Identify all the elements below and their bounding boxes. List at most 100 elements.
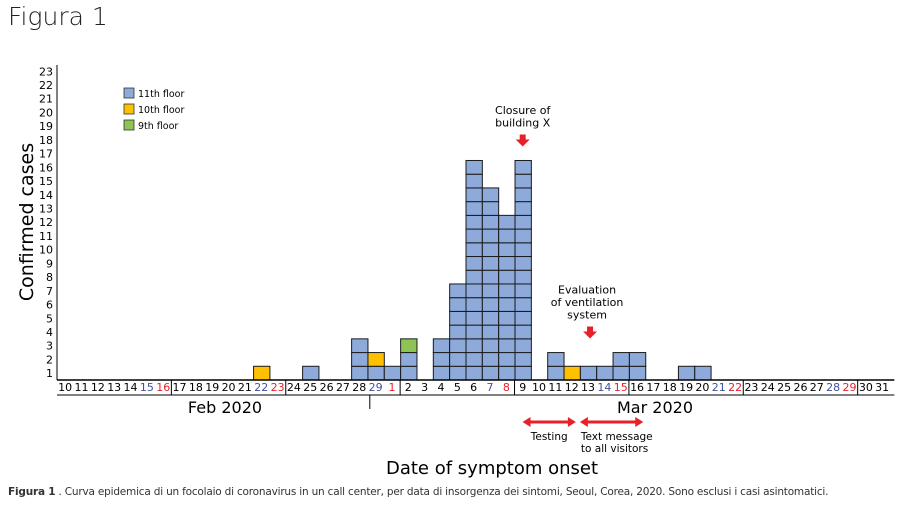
case-square	[498, 338, 516, 354]
case-square	[481, 324, 500, 340]
x-tick-label: 21	[238, 381, 252, 394]
case-square	[481, 283, 500, 299]
case-square	[465, 365, 483, 381]
x-tick-label: 22	[254, 381, 268, 394]
legend-swatch	[123, 103, 135, 115]
case-square	[514, 365, 532, 381]
case-square	[498, 283, 516, 299]
case-square	[694, 365, 712, 381]
case-square	[481, 365, 500, 381]
y-tick-label: 14	[39, 189, 53, 202]
case-square	[514, 324, 532, 340]
case-square	[481, 310, 500, 326]
x-tick-label: 25	[777, 381, 791, 394]
caption-label: Figura 1	[8, 486, 56, 498]
case-square	[514, 187, 532, 203]
y-tick-label: 21	[39, 93, 53, 106]
case-square	[432, 352, 451, 367]
legend-label: 9th floor	[138, 121, 178, 132]
annotation-text: to all visitors	[581, 443, 648, 455]
caption-text: . Curva epidemica di un focolaio di coro…	[55, 486, 829, 498]
case-square	[514, 310, 532, 326]
arrow-head-right-icon	[635, 417, 644, 427]
y-tick-label: 11	[39, 230, 53, 243]
case-square	[514, 214, 532, 230]
case-square	[498, 242, 516, 258]
case-square	[367, 365, 385, 381]
x-tick-label: 26	[320, 381, 334, 394]
x-tick-label: 27	[336, 381, 350, 394]
x-tick-label: 14	[597, 381, 611, 394]
y-tick-label: 5	[46, 312, 53, 325]
case-square	[481, 256, 500, 271]
case-square	[481, 228, 500, 244]
x-tick-label: 18	[663, 381, 677, 394]
case-square	[449, 310, 467, 326]
case-square	[481, 242, 500, 258]
case-square	[400, 352, 418, 367]
y-tick-label: 4	[46, 326, 53, 339]
case-square	[449, 338, 467, 354]
x-tick-label: 23	[744, 381, 758, 394]
case-square	[465, 214, 483, 230]
x-tick-label: 16	[630, 381, 644, 394]
case-square	[465, 283, 483, 299]
x-tick-label: 15	[614, 381, 628, 394]
case-square	[465, 297, 483, 312]
case-square	[465, 269, 483, 285]
x-tick-label: 7	[487, 381, 494, 394]
case-square	[449, 365, 467, 381]
case-square	[514, 201, 532, 216]
down-arrow-icon	[515, 134, 530, 147]
x-tick-label: 11	[75, 381, 89, 394]
case-square	[547, 352, 565, 367]
y-tick-label: 1	[46, 367, 53, 380]
x-tick-label: 17	[646, 381, 660, 394]
x-tick-label: 15	[140, 381, 154, 394]
case-square	[498, 256, 516, 271]
x-tick-label: 17	[173, 381, 187, 394]
case-square	[481, 201, 500, 216]
annotation-text: of ventilation	[551, 296, 624, 309]
case-square	[514, 297, 532, 312]
case-square	[498, 269, 516, 285]
case-square	[498, 228, 516, 244]
case-square	[465, 187, 483, 203]
annotation-text: Closure of	[495, 104, 551, 117]
month-label-feb: Feb 2020	[188, 398, 262, 417]
x-tick-label: 24	[287, 381, 301, 394]
case-square	[612, 352, 630, 367]
x-tick-label: 21	[712, 381, 726, 394]
case-square	[351, 352, 369, 367]
case-square	[465, 310, 483, 326]
y-tick-label: 13	[39, 203, 53, 216]
x-tick-label: 4	[437, 381, 444, 394]
x-tick-label: 10	[532, 381, 546, 394]
case-square	[367, 352, 385, 367]
y-tick-label: 3	[46, 340, 53, 353]
y-tick-label: 7	[46, 285, 53, 298]
annotation-text: Evaluation	[558, 284, 616, 297]
case-square	[514, 269, 532, 285]
case-square	[449, 352, 467, 367]
arrow-head-right-icon	[567, 417, 576, 427]
case-square	[465, 242, 483, 258]
legend-swatch	[123, 87, 135, 99]
case-square	[481, 187, 500, 203]
annotation-text: building X	[495, 116, 551, 129]
case-square	[612, 365, 630, 381]
x-tick-label: 27	[810, 381, 824, 394]
x-tick-label: 3	[421, 381, 428, 394]
x-tick-label: 14	[124, 381, 138, 394]
x-tick-label: 18	[189, 381, 203, 394]
x-tick-label: 31	[875, 381, 889, 394]
case-square	[465, 173, 483, 189]
y-tick-label: 17	[39, 148, 53, 161]
case-square	[514, 228, 532, 244]
annotation-text: Text message	[580, 431, 653, 443]
case-square	[514, 159, 532, 175]
x-tick-label: 12	[565, 381, 579, 394]
x-tick-label: 11	[548, 381, 562, 394]
case-square	[400, 338, 418, 354]
